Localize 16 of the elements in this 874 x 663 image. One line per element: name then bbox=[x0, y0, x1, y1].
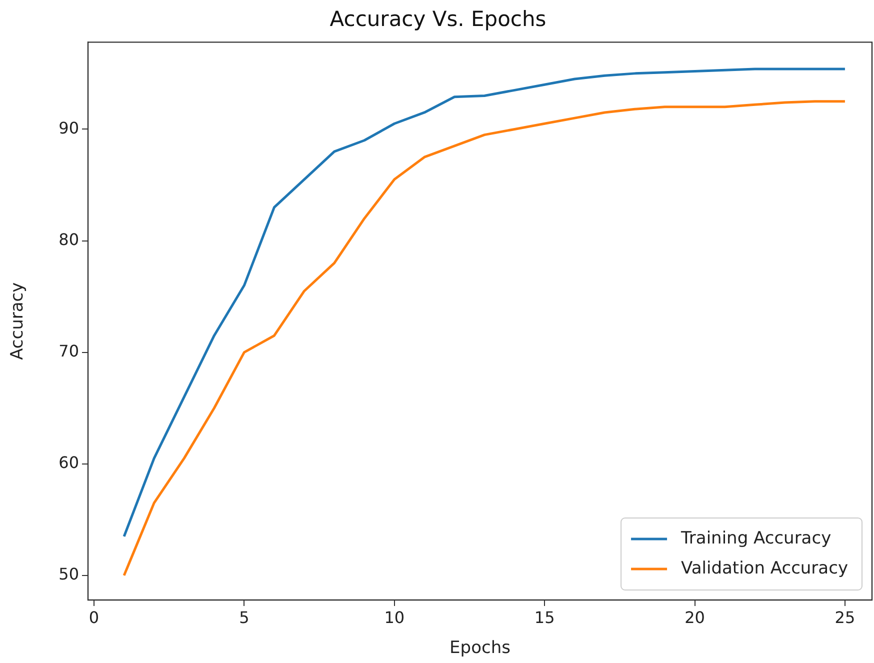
y-tick-label: 60 bbox=[58, 453, 79, 472]
chart-title: Accuracy Vs. Epochs bbox=[330, 7, 546, 32]
legend-label: Training Accuracy bbox=[680, 528, 832, 548]
y-axis-title: Accuracy bbox=[8, 282, 28, 360]
x-tick-label: 25 bbox=[834, 608, 856, 627]
y-tick-label: 80 bbox=[58, 230, 79, 249]
y-tick-label: 70 bbox=[58, 341, 79, 360]
x-tick-label: 20 bbox=[684, 608, 705, 627]
x-tick-label: 10 bbox=[384, 608, 405, 627]
x-axis-title: Epochs bbox=[450, 638, 511, 658]
x-tick-label: 5 bbox=[239, 608, 250, 627]
x-tick-label: 0 bbox=[88, 608, 100, 627]
y-tick-label: 90 bbox=[58, 118, 79, 138]
x-tick-label: 15 bbox=[534, 608, 555, 627]
y-tick-label: 50 bbox=[58, 564, 79, 584]
legend-label: Validation Accuracy bbox=[681, 558, 848, 578]
